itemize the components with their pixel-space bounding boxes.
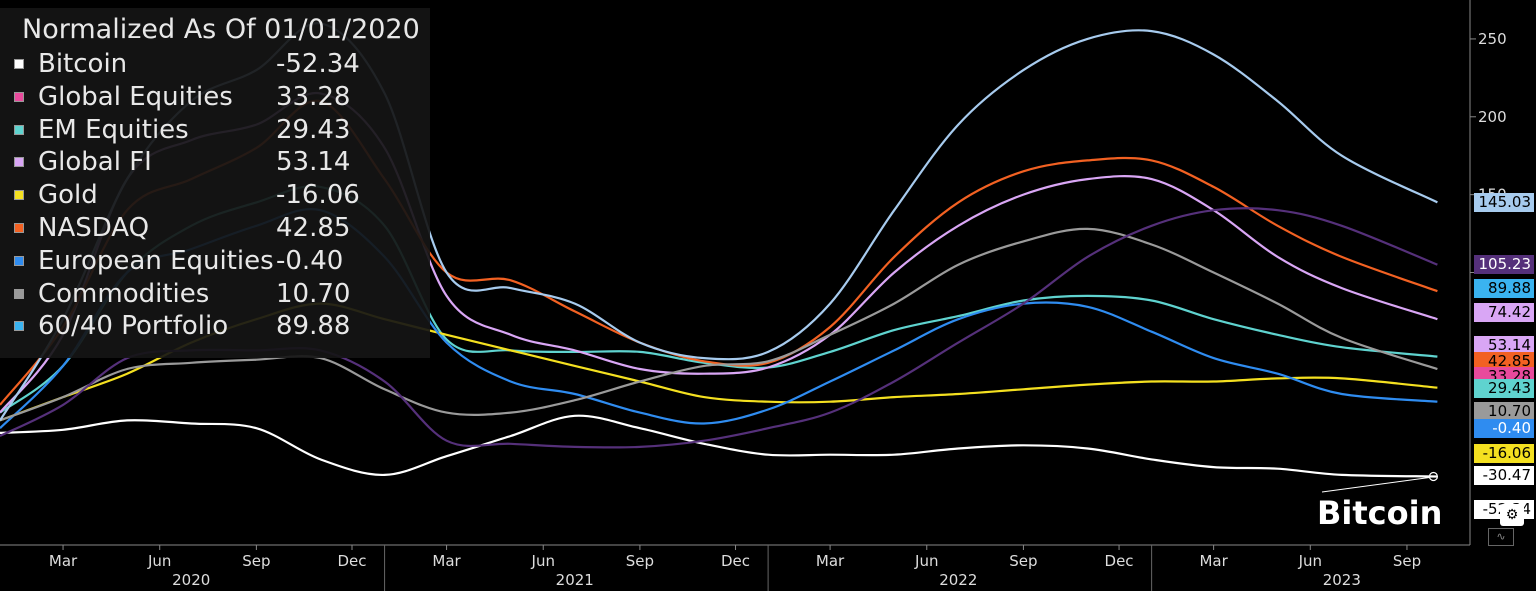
legend-item-name: Gold: [38, 180, 98, 211]
x-tick-label: Mar: [432, 552, 461, 570]
year-label: 2020: [172, 571, 210, 589]
x-tick-label: Mar: [816, 552, 845, 570]
legend-swatch: [14, 255, 24, 266]
legend-item-name: European Equities: [38, 245, 274, 276]
legend-swatch: [14, 124, 24, 135]
x-tick-label: Sep: [1009, 552, 1037, 570]
legend-swatch: [14, 288, 24, 299]
legend-swatch: [14, 91, 24, 102]
legend-panel: [0, 8, 430, 358]
legend-item-value: 53.14: [276, 147, 351, 178]
end-value-tag: 105.23: [1474, 254, 1534, 274]
year-label: 2021: [556, 571, 594, 589]
x-tick-label: Jun: [531, 552, 555, 570]
bitcoin-annotation-label: Bitcoin: [1317, 494, 1443, 532]
legend-item-value: 33.28: [276, 81, 351, 112]
end-value-tag: 89.88: [1474, 278, 1534, 298]
end-value-tag: 42.85: [1474, 351, 1534, 371]
x-tick-label: Sep: [242, 552, 270, 570]
legend-item-name: EM Equities: [38, 114, 189, 145]
legend-item-value: 29.43: [276, 114, 351, 145]
legend-swatch: [14, 321, 24, 332]
legend-swatch: [14, 59, 24, 69]
legend-item-value: -0.40: [276, 245, 344, 276]
legend-item-name: NASDAQ: [38, 213, 150, 243]
end-value-tag: 29.43: [1474, 379, 1534, 398]
legend-swatch: [14, 223, 24, 233]
legend-item-value: -16.06: [276, 180, 360, 211]
x-tick-label: Dec: [337, 552, 366, 570]
legend-swatch: [14, 190, 24, 201]
y-tick-label: 200: [1478, 108, 1507, 126]
x-tick-label: Dec: [721, 552, 750, 570]
legend-title: Normalized As Of 01/01/2020: [22, 14, 420, 45]
annotation-pointer: [1321, 476, 1430, 493]
legend-item-name: Bitcoin: [38, 49, 128, 79]
legend-item-name: Commodities: [38, 278, 210, 309]
end-value-tag: -16.06: [1474, 443, 1534, 463]
x-tick-label: Jun: [914, 552, 938, 570]
x-tick-label: Dec: [1105, 552, 1134, 570]
legend-item-name: 60/40 Portfolio: [38, 311, 229, 342]
legend-item-name: Global Equities: [38, 81, 233, 112]
legend-item-name: Global FI: [38, 147, 152, 178]
x-tick-label: Jun: [147, 552, 171, 570]
annotation-marker: [1428, 471, 1439, 482]
x-tick-label: Mar: [49, 552, 78, 570]
x-tick-label: Mar: [1199, 552, 1228, 570]
legend-swatch: [14, 157, 24, 168]
x-tick-label: Sep: [1393, 552, 1421, 570]
end-value-tag: -30.47: [1474, 466, 1534, 486]
chart-icon[interactable]: ∿: [1488, 528, 1514, 546]
year-label: 2023: [1323, 571, 1361, 589]
x-tick-label: Sep: [626, 552, 654, 570]
series-line-commodities: [0, 227, 1438, 422]
legend-item-value: 42.85: [276, 213, 351, 243]
y-tick-label: 250: [1478, 30, 1507, 48]
gear-icon[interactable]: ⚙: [1500, 504, 1524, 526]
legend-item-value: 89.88: [276, 311, 351, 342]
end-value-tag: 145.03: [1474, 192, 1534, 212]
x-tick-label: Jun: [1298, 552, 1322, 570]
end-value-tag: -0.40: [1474, 419, 1534, 439]
year-label: 2022: [939, 571, 977, 589]
legend-item-value: -52.34: [276, 49, 360, 79]
end-value-tag: 74.42: [1474, 302, 1534, 322]
legend-item-value: 10.70: [276, 278, 351, 309]
end-value-tag: 10.70: [1474, 402, 1534, 422]
series-line-bitcoin: [0, 414, 1438, 478]
end-value-tag: 53.14: [1474, 335, 1534, 355]
